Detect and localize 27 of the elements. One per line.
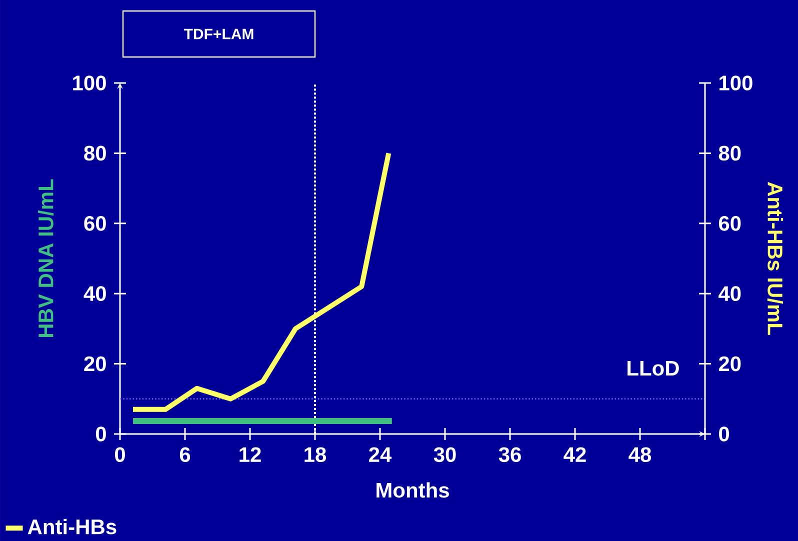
y2-tick-label: 80 xyxy=(718,146,741,161)
y-tick-label: 0 xyxy=(96,426,106,442)
x-tick-label: 30 xyxy=(434,447,456,462)
y-tick-label: 20 xyxy=(84,356,106,372)
x-tick-label: 36 xyxy=(498,447,521,462)
x-tick-label: 48 xyxy=(628,447,652,462)
y2-tick-label: 20 xyxy=(718,356,741,372)
x-axis-title: Months xyxy=(376,482,449,498)
y-axis-title: HBV DNA IU/mL xyxy=(38,179,54,337)
x-tick-label: 6 xyxy=(180,447,190,462)
x-tick-label: 0 xyxy=(114,447,125,462)
y-tick-label: 40 xyxy=(84,286,106,301)
y2-tick-label: 60 xyxy=(718,216,741,231)
y2-tick-label: 40 xyxy=(718,286,741,301)
y2-axis-title: Anti-HBs IU/mL xyxy=(767,182,784,335)
x-tick-label: 18 xyxy=(304,447,326,462)
y-tick-label: 100 xyxy=(73,75,106,90)
x-tick-label: 42 xyxy=(564,447,586,462)
y-tick-label: 60 xyxy=(84,216,106,231)
y2-tick-label: 100 xyxy=(720,75,752,90)
legend-label: Anti-HBs xyxy=(28,518,116,534)
x-tick-label: 12 xyxy=(240,447,261,462)
y-tick-label: 80 xyxy=(84,146,106,161)
x-tick-label: 24 xyxy=(369,447,392,462)
text: TDF+LAM xyxy=(184,28,254,40)
y2-tick-label: 0 xyxy=(719,426,730,442)
ref-line-label: LLoD xyxy=(628,360,679,376)
